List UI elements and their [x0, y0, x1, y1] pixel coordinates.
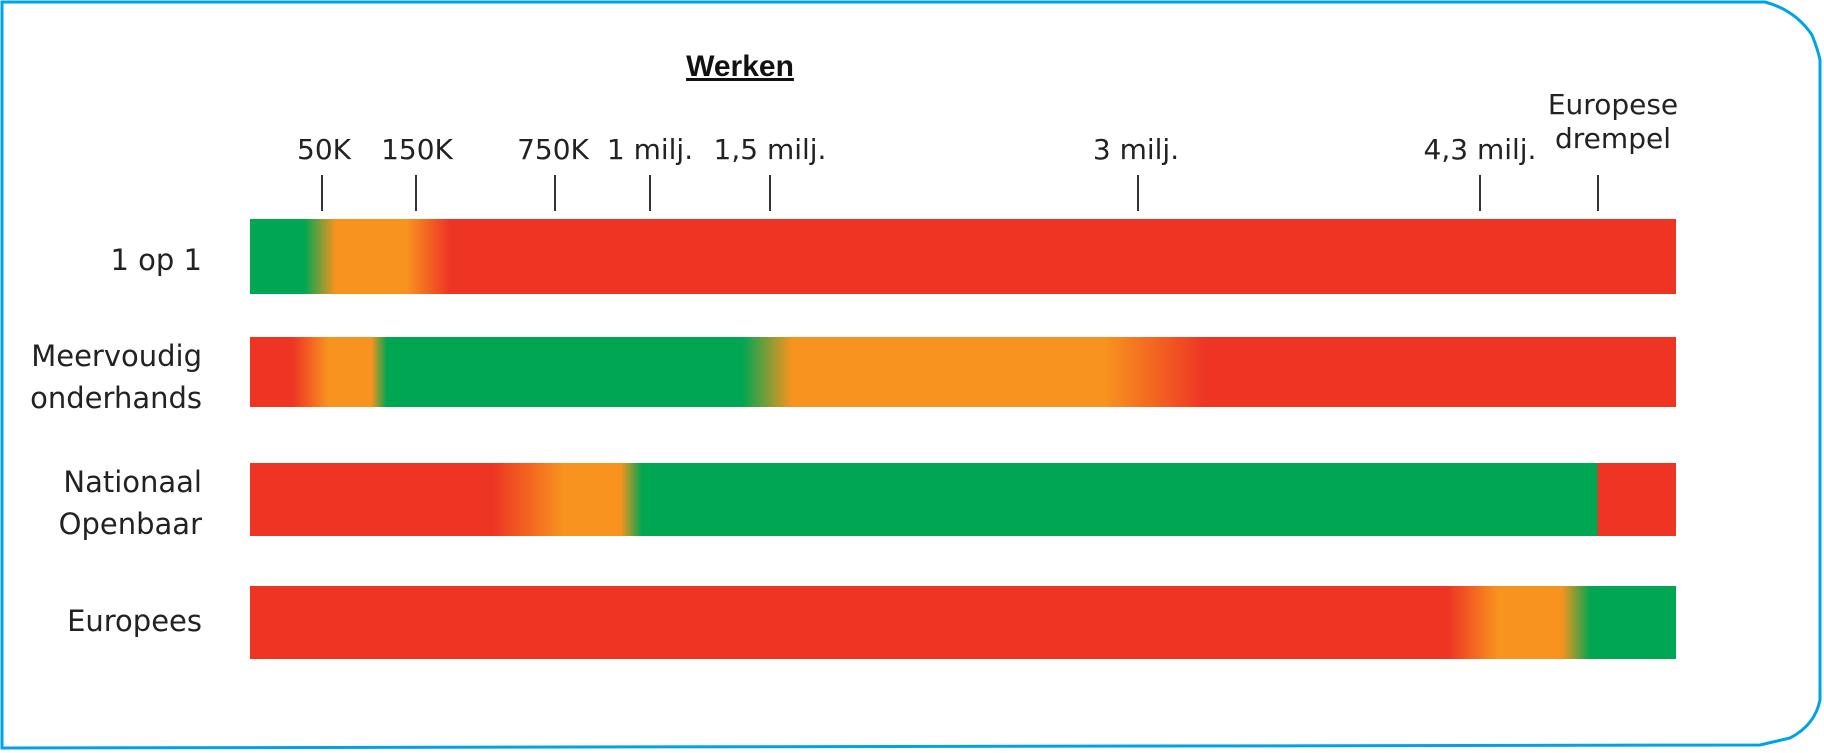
row-label: Meervoudig onderhands [30, 339, 202, 415]
axis-tick-label: 150K [381, 133, 453, 166]
row-label: Nationaal Openbaar [58, 465, 202, 541]
heat-bar [250, 219, 1676, 294]
axis-tick-line [1479, 175, 1481, 211]
axis-tick-label: 3 milj. [1092, 133, 1180, 166]
axis-tick-label: 1 milj. [606, 133, 694, 166]
axis-tick-line [769, 175, 771, 211]
axis-tick-label: Europese drempel [1547, 88, 1679, 155]
axis-tick-line [554, 175, 556, 211]
axis-tick-line [649, 175, 651, 211]
heat-bar [250, 463, 1676, 536]
axis-tick-label: 4,3 milj. [1423, 133, 1537, 166]
axis-tick-line [321, 175, 323, 211]
axis-tick-label: 1,5 milj. [713, 133, 827, 166]
axis-tick-label: 750K [517, 133, 589, 166]
heat-bar [250, 337, 1676, 407]
axis-tick-line [415, 175, 417, 211]
chart-title: Werken [686, 50, 794, 83]
heat-bar [250, 586, 1676, 659]
axis-tick-label: 50K [297, 133, 351, 166]
row-label: Europees [67, 604, 202, 638]
axis-tick-line [1137, 175, 1139, 211]
row-label: 1 op 1 [110, 243, 203, 277]
axis-tick-line [1597, 175, 1599, 211]
